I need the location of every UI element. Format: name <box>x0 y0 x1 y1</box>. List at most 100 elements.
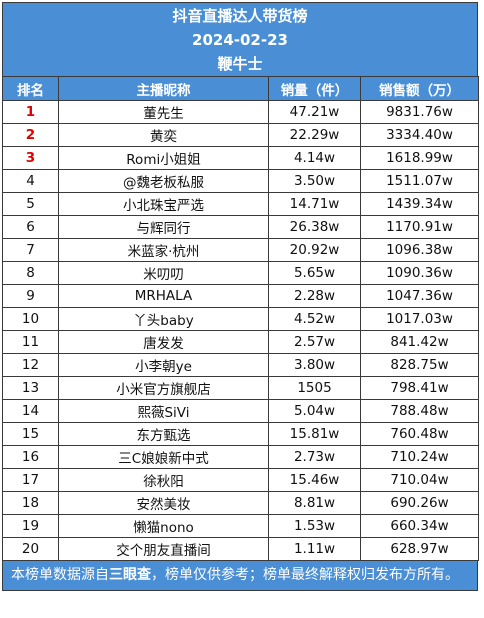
cell-rank: 16 <box>2 445 59 469</box>
cell-name: 黄奕 <box>58 123 269 147</box>
table-row: 10 丫头baby 4.52w 1017.03w <box>2 307 479 331</box>
cell-name: Romi小姐姐 <box>58 146 269 170</box>
cell-revenue: 1096.38w <box>360 238 479 262</box>
table-row: 11 唐发发 2.57w 841.42w <box>2 330 479 354</box>
footer-suffix: ，榜单仅供参考；榜单最终解释权归发布方所有。 <box>151 567 459 583</box>
cell-rank: 12 <box>2 353 59 377</box>
cell-name: 安然美妆 <box>58 491 269 515</box>
cell-sales: 2.28w <box>268 284 361 308</box>
cell-revenue: 1017.03w <box>360 307 479 331</box>
cell-rank: 6 <box>2 215 59 239</box>
cell-sales: 3.80w <box>268 353 361 377</box>
table-row: 9 MRHALA 2.28w 1047.36w <box>2 284 479 308</box>
cell-sales: 1.11w <box>268 537 361 561</box>
cell-rank: 18 <box>2 491 59 515</box>
footer-prefix: 本榜单数据源自 <box>11 567 109 583</box>
cell-rank: 3 <box>2 146 59 170</box>
cell-name: @魏老板私服 <box>58 169 269 193</box>
cell-rank: 1 <box>2 100 59 124</box>
cell-sales: 15.81w <box>268 422 361 446</box>
cell-rank: 5 <box>2 192 59 216</box>
cell-name: 小李朝ye <box>58 353 269 377</box>
cell-sales: 1505 <box>268 376 361 400</box>
cell-rank: 2 <box>2 123 59 147</box>
cell-revenue: 3334.40w <box>360 123 479 147</box>
cell-sales: 15.46w <box>268 468 361 492</box>
cell-sales: 4.14w <box>268 146 361 170</box>
cell-name: 小北珠宝严选 <box>58 192 269 216</box>
cell-revenue: 760.48w <box>360 422 479 446</box>
table-header-row: 排名 主播昵称 销量（件） 销售额（万） <box>2 76 479 101</box>
cell-sales: 47.21w <box>268 100 361 124</box>
sheet-header: 抖音直播达人带货榜 2024-02-23 鞭牛士 <box>2 2 478 76</box>
cell-rank: 8 <box>2 261 59 285</box>
table-row: 16 三C娘娘新中式 2.73w 710.24w <box>2 445 479 469</box>
cell-rank: 9 <box>2 284 59 308</box>
cell-revenue: 828.75w <box>360 353 479 377</box>
cell-revenue: 841.42w <box>360 330 479 354</box>
table-row: 15 东方甄选 15.81w 760.48w <box>2 422 479 446</box>
ranking-sheet: 抖音直播达人带货榜 2024-02-23 鞭牛士 排名 主播昵称 销量（件） 销… <box>2 2 479 591</box>
table-row: 17 徐秋阳 15.46w 710.04w <box>2 468 479 492</box>
cell-revenue: 798.41w <box>360 376 479 400</box>
cell-revenue: 710.24w <box>360 445 479 469</box>
cell-rank: 4 <box>2 169 59 193</box>
cell-rank: 15 <box>2 422 59 446</box>
cell-revenue: 788.48w <box>360 399 479 423</box>
table-row: 14 熙薇SiVi 5.04w 788.48w <box>2 399 479 423</box>
cell-revenue: 628.97w <box>360 537 479 561</box>
cell-sales: 20.92w <box>268 238 361 262</box>
cell-name: 唐发发 <box>58 330 269 354</box>
table-row: 19 懒猫nono 1.53w 660.34w <box>2 514 479 538</box>
col-header-sales: 销量（件） <box>268 76 361 101</box>
table-row: 12 小李朝ye 3.80w 828.75w <box>2 353 479 377</box>
table-row: 1 董先生 47.21w 9831.76w <box>2 100 479 124</box>
sheet-brand: 鞭牛士 <box>217 55 263 73</box>
cell-name: 交个朋友直播间 <box>58 537 269 561</box>
sheet-footer: 本榜单数据源自三眼查，榜单仅供参考；榜单最终解释权归发布方所有。 <box>2 561 478 591</box>
sheet-title: 抖音直播达人带货榜 <box>172 7 308 25</box>
footer-source: 三眼查 <box>109 567 151 583</box>
table-row: 18 安然美妆 8.81w 690.26w <box>2 491 479 515</box>
cell-sales: 4.52w <box>268 307 361 331</box>
table-row: 5 小北珠宝严选 14.71w 1439.34w <box>2 192 479 216</box>
cell-rank: 10 <box>2 307 59 331</box>
table-row: 3 Romi小姐姐 4.14w 1618.99w <box>2 146 479 170</box>
cell-name: 熙薇SiVi <box>58 399 269 423</box>
col-header-name: 主播昵称 <box>58 76 269 101</box>
cell-name: 三C娘娘新中式 <box>58 445 269 469</box>
cell-revenue: 1511.07w <box>360 169 479 193</box>
cell-sales: 14.71w <box>268 192 361 216</box>
table-row: 2 黄奕 22.29w 3334.40w <box>2 123 479 147</box>
cell-name: 丫头baby <box>58 307 269 331</box>
cell-sales: 2.73w <box>268 445 361 469</box>
cell-name: 徐秋阳 <box>58 468 269 492</box>
cell-revenue: 1090.36w <box>360 261 479 285</box>
cell-sales: 1.53w <box>268 514 361 538</box>
cell-revenue: 1170.91w <box>360 215 479 239</box>
cell-sales: 8.81w <box>268 491 361 515</box>
cell-revenue: 710.04w <box>360 468 479 492</box>
sheet-date: 2024-02-23 <box>192 31 288 49</box>
cell-rank: 20 <box>2 537 59 561</box>
ranking-table: 排名 主播昵称 销量（件） 销售额（万） 1 董先生 47.21w 9831.76w 2… <box>2 76 479 561</box>
table-row: 13 小米官方旗舰店 1505 798.41w <box>2 376 479 400</box>
cell-sales: 2.57w <box>268 330 361 354</box>
cell-revenue: 9831.76w <box>360 100 479 124</box>
cell-sales: 3.50w <box>268 169 361 193</box>
cell-revenue: 1618.99w <box>360 146 479 170</box>
cell-name: 懒猫nono <box>58 514 269 538</box>
cell-rank: 17 <box>2 468 59 492</box>
cell-sales: 26.38w <box>268 215 361 239</box>
cell-rank: 13 <box>2 376 59 400</box>
cell-revenue: 660.34w <box>360 514 479 538</box>
cell-name: MRHALA <box>58 284 269 308</box>
cell-rank: 11 <box>2 330 59 354</box>
cell-rank: 19 <box>2 514 59 538</box>
cell-revenue: 1047.36w <box>360 284 479 308</box>
cell-sales: 5.04w <box>268 399 361 423</box>
cell-rank: 14 <box>2 399 59 423</box>
table-row: 8 米叨叨 5.65w 1090.36w <box>2 261 479 285</box>
table-row: 20 交个朋友直播间 1.11w 628.97w <box>2 537 479 561</box>
cell-revenue: 1439.34w <box>360 192 479 216</box>
